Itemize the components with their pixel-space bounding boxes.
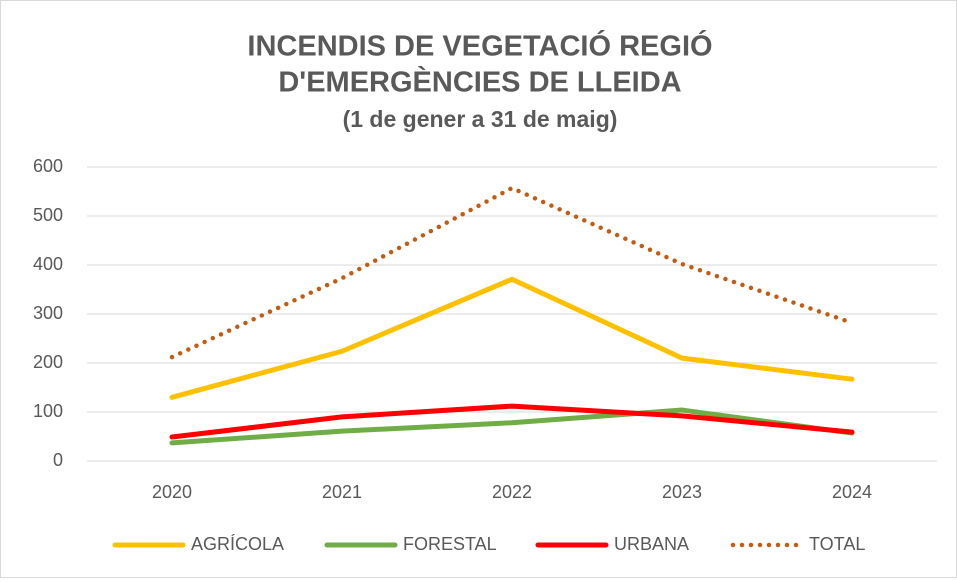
x-tick-label: 2023 bbox=[662, 482, 702, 502]
series-line bbox=[169, 276, 855, 400]
series-line bbox=[169, 403, 855, 440]
chart-subtitle: (1 de gener a 31 de maig) bbox=[343, 106, 618, 132]
y-tick-label: 500 bbox=[33, 205, 63, 225]
y-tick-label: 0 bbox=[53, 450, 63, 470]
legend-label: URBANA bbox=[614, 534, 689, 554]
y-tick-label: 400 bbox=[33, 254, 63, 274]
chart-title: D'EMERGÈNCIES DE LLEIDA bbox=[278, 65, 681, 99]
legend-label: AGRÍCOLA bbox=[191, 534, 284, 554]
legend-label: TOTAL bbox=[809, 534, 865, 554]
x-tick-label: 2022 bbox=[492, 482, 532, 502]
chart-title: INCENDIS DE VEGETACIÓ REGIÓ bbox=[247, 29, 712, 63]
y-tick-label: 600 bbox=[33, 156, 63, 176]
y-tick-label: 100 bbox=[33, 401, 63, 421]
legend-label: FORESTAL bbox=[403, 534, 497, 554]
series-line bbox=[169, 407, 855, 446]
x-tick-label: 2024 bbox=[832, 482, 872, 502]
x-tick-label: 2020 bbox=[152, 482, 192, 502]
series-line bbox=[169, 185, 855, 360]
y-tick-label: 300 bbox=[33, 303, 63, 323]
x-tick-label: 2021 bbox=[322, 482, 362, 502]
y-tick-label: 200 bbox=[33, 352, 63, 372]
